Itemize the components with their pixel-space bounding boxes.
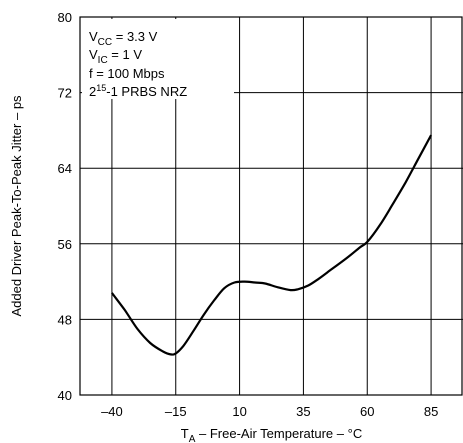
y-tick-label: 72 bbox=[58, 86, 72, 101]
plot-area bbox=[79, 16, 463, 396]
y-tick-label: 40 bbox=[58, 388, 72, 403]
y-tick-label: 48 bbox=[58, 312, 72, 327]
conditions-box bbox=[82, 19, 234, 99]
series-line-jitter bbox=[111, 134, 433, 356]
x-axis-ticks: –40 –15 10 35 60 85 bbox=[101, 404, 438, 419]
condition-pattern: 215-1 PRBS NRZ bbox=[89, 83, 187, 99]
y-tick-label: 56 bbox=[58, 237, 72, 252]
x-tick-label: –40 bbox=[101, 404, 123, 419]
x-tick-label: 85 bbox=[424, 404, 438, 419]
y-axis-label: Added Driver Peak-To-Peak Jitter – ps bbox=[9, 95, 24, 317]
y-axis-ticks: 40 48 56 64 72 80 bbox=[58, 10, 72, 403]
condition-frequency: f = 100 Mbps bbox=[89, 66, 165, 81]
y-tick-label: 80 bbox=[58, 10, 72, 25]
y-tick-label: 64 bbox=[58, 161, 72, 176]
x-tick-label: 10 bbox=[232, 404, 246, 419]
x-axis-label: TA – Free-Air Temperature – °C bbox=[181, 426, 362, 443]
x-tick-label: –15 bbox=[165, 404, 187, 419]
condition-vcc: VCC = 3.3 V bbox=[89, 29, 158, 48]
grid-lines bbox=[80, 17, 463, 395]
x-tick-label: 35 bbox=[296, 404, 310, 419]
condition-vic: VIC = 1 V bbox=[89, 47, 142, 66]
x-tick-label: 60 bbox=[360, 404, 374, 419]
